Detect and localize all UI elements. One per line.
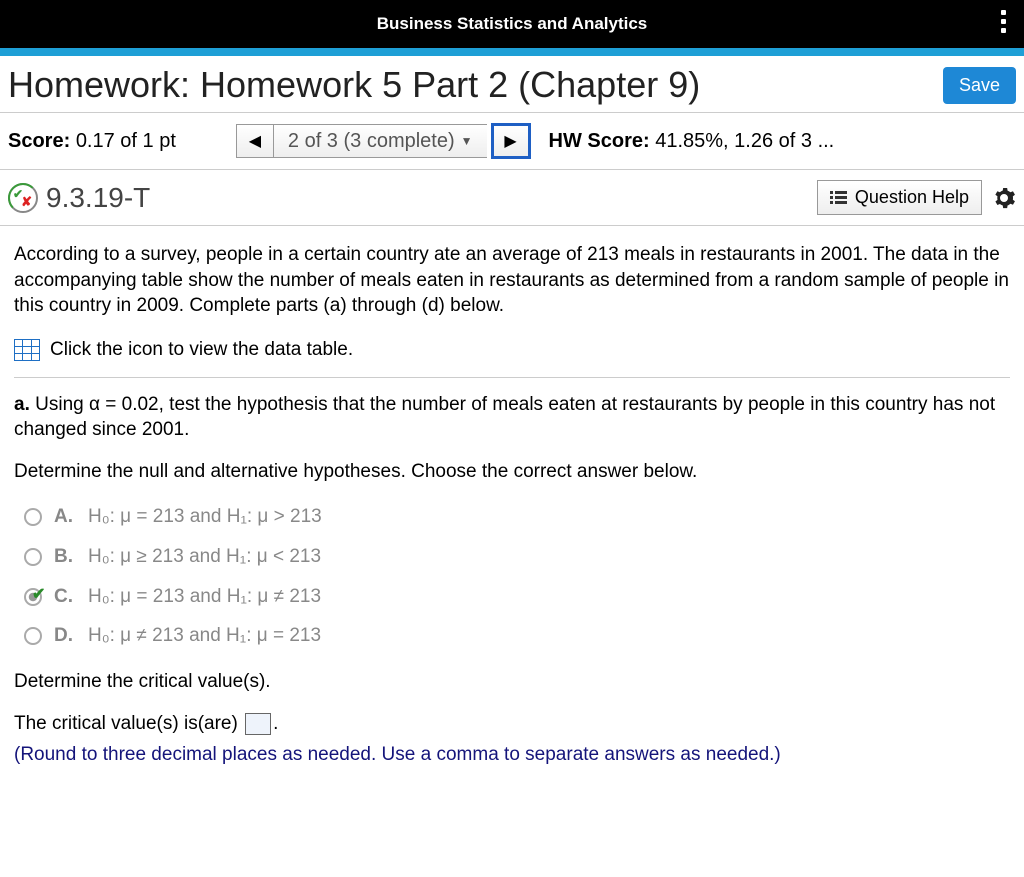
question-content: According to a survey, people in a certa…: [0, 226, 1024, 784]
option-text: H₀: μ = 213 and H₁: μ ≠ 213: [88, 584, 321, 610]
radio-d[interactable]: [24, 627, 42, 645]
hw-score-display: HW Score: 41.85%, 1.26 of 3 ...: [549, 130, 835, 153]
data-table-icon[interactable]: [14, 339, 40, 361]
question-prompt: According to a survey, people in a certa…: [14, 242, 1010, 319]
page-title: Homework: Homework 5 Part 2 (Chapter 9): [8, 64, 700, 106]
question-help-button[interactable]: Question Help: [817, 180, 982, 215]
answer-options: A. H₀: μ = 213 and H₁: μ > 213 B. H₀: μ …: [24, 504, 1010, 649]
hypothesis-instruction: Determine the null and alternative hypot…: [14, 459, 1010, 485]
rounding-note: (Round to three decimal places as needed…: [14, 742, 1010, 768]
score-value: 0.17 of 1 pt: [76, 130, 176, 152]
critical-value-question: Determine the critical value(s).: [14, 669, 1010, 695]
critical-value-input[interactable]: [245, 713, 271, 735]
option-label: B.: [54, 544, 76, 570]
question-number: 9.3.19-T: [46, 182, 150, 214]
option-label: D.: [54, 623, 76, 649]
crit-post: .: [273, 713, 278, 734]
question-status-icon: ✔✘: [8, 183, 38, 213]
divider: [14, 377, 1010, 378]
option-text: H₀: μ = 213 and H₁: μ > 213: [88, 504, 322, 530]
question-position-dropdown[interactable]: 2 of 3 (3 complete) ▼: [274, 124, 487, 158]
part-a-body: Using α = 0.02, test the hypothesis that…: [14, 394, 995, 441]
score-label: Score:: [8, 130, 70, 152]
radio-b[interactable]: [24, 548, 42, 566]
question-help-label: Question Help: [855, 187, 969, 208]
app-topbar: Business Statistics and Analytics: [0, 0, 1024, 48]
save-button[interactable]: Save: [943, 67, 1016, 104]
part-a-label: a.: [14, 394, 30, 415]
title-row: Homework: Homework 5 Part 2 (Chapter 9) …: [0, 56, 1024, 113]
prev-question-button[interactable]: ◀: [236, 124, 274, 158]
option-text: H₀: μ ≠ 213 and H₁: μ = 213: [88, 623, 321, 649]
option-label: A.: [54, 504, 76, 530]
option-label: C.: [54, 584, 76, 610]
option-c[interactable]: C. H₀: μ = 213 and H₁: μ ≠ 213: [24, 584, 1010, 610]
option-text: H₀: μ ≥ 213 and H₁: μ < 213: [88, 544, 321, 570]
option-b[interactable]: B. H₀: μ ≥ 213 and H₁: μ < 213: [24, 544, 1010, 570]
score-bar: Score: 0.17 of 1 pt ◀ 2 of 3 (3 complete…: [0, 113, 1024, 170]
accent-bar: [0, 48, 1024, 56]
option-a[interactable]: A. H₀: μ = 213 and H₁: μ > 213: [24, 504, 1010, 530]
radio-a[interactable]: [24, 508, 42, 526]
radio-c-correct[interactable]: [24, 588, 42, 606]
next-question-button[interactable]: ▶: [491, 123, 531, 159]
hw-score-value: 41.85%, 1.26 of 3 ...: [655, 130, 834, 152]
critical-value-answer-line: The critical value(s) is(are) .: [14, 711, 1010, 737]
kebab-menu-icon[interactable]: [1001, 10, 1006, 33]
part-a-text: a. Using α = 0.02, test the hypothesis t…: [14, 392, 1010, 443]
hw-score-label: HW Score:: [549, 130, 650, 152]
nav-position-text: 2 of 3 (3 complete): [288, 130, 455, 153]
course-title: Business Statistics and Analytics: [377, 14, 648, 34]
data-table-link-row: Click the icon to view the data table.: [14, 337, 1010, 363]
option-d[interactable]: D. H₀: μ ≠ 213 and H₁: μ = 213: [24, 623, 1010, 649]
caret-down-icon: ▼: [461, 134, 473, 148]
score-display: Score: 0.17 of 1 pt: [8, 130, 176, 153]
list-icon: [830, 191, 847, 204]
crit-pre: The critical value(s) is(are): [14, 713, 243, 734]
question-header-bar: ✔✘ 9.3.19-T Question Help: [0, 170, 1024, 226]
question-nav: ◀ 2 of 3 (3 complete) ▼ ▶: [236, 123, 531, 159]
data-table-link-text[interactable]: Click the icon to view the data table.: [50, 337, 353, 363]
settings-gear-icon[interactable]: [992, 186, 1016, 210]
